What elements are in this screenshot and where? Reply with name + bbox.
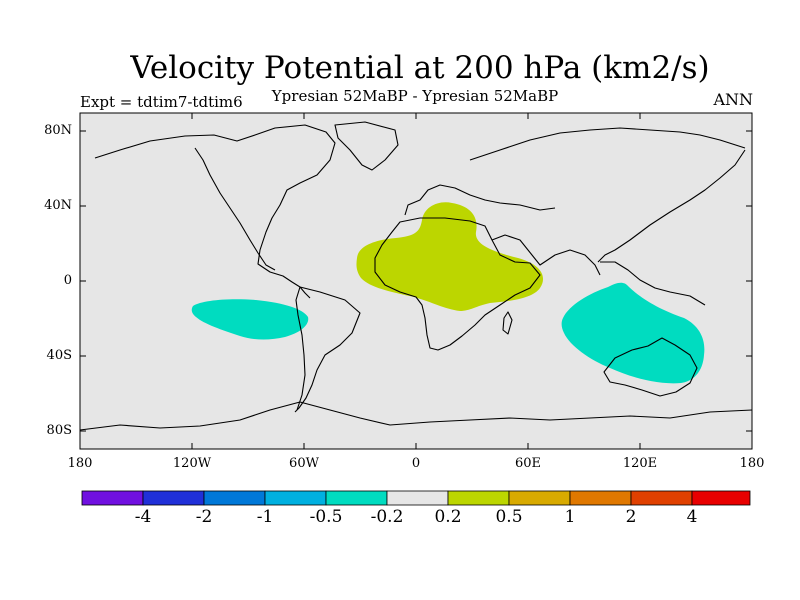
colorbar-swatch [508,490,571,506]
lon-label-180-west: 180 [67,456,93,471]
experiment-label: Expt = tdtim7-tdtim6 [80,93,243,111]
colorbar [81,490,751,506]
coastline-eurasia-north [469,127,746,161]
map-subtitle: Ypresian 52MaBP - Ypresian 52MaBP [271,87,559,105]
coastline-australia [603,337,698,397]
coastline-africa [374,217,541,351]
coastline-south-america-west [295,286,306,411]
colorbar-label: 4 [686,507,698,527]
colorbar-swatch [386,490,449,506]
lat-label-80s: 80S [46,423,72,438]
colorbar-swatch [569,490,632,506]
negative-anomaly-region-pacific [191,299,309,340]
lon-label-180-east: 180 [739,456,765,471]
colorbar-label: 2 [625,507,637,527]
colorbar-label: -2 [195,507,213,527]
colorbar-label: 1 [564,507,576,527]
colorbar-label: -4 [134,507,152,527]
colorbar-label: 0.5 [495,507,523,527]
colorbar-swatch [447,490,510,506]
lat-label-40s: 40S [46,348,72,363]
colorbar-label: -0.5 [309,507,343,527]
coastline-antarctica [79,401,753,431]
colorbar-swatch [691,490,751,506]
colorbar-label: -0.2 [370,507,404,527]
colorbar-label: 0.2 [434,507,462,527]
map-frame [79,112,753,450]
season-label: ANN [713,90,753,109]
lon-label-60e: 60E [514,456,542,471]
lat-label-80n: 80N [44,123,72,138]
coastline-arabia-india [491,234,601,276]
coastline-southeast-asia [600,261,706,306]
colorbar-swatch [264,490,327,506]
map-title: Velocity Potential at 200 hPa (km2/s) [130,50,710,86]
colorbar-label: -1 [256,507,274,527]
lon-label-120w: 120W [172,456,212,471]
lon-label-60w: 60W [289,456,319,471]
coastline-south-america [294,286,361,413]
coastline-madagascar [502,311,513,335]
velocity-potential-fills [191,202,705,384]
lat-label-equator: 0 [63,273,72,288]
lon-label-120e: 120E [622,456,658,471]
positive-anomaly-region-africa [356,202,544,311]
colorbar-swatch [630,490,693,506]
coastline-europe [404,184,556,216]
colorbar-swatch [203,490,266,506]
coastline-north-america [94,124,336,299]
coastline-asia-east [597,149,746,263]
colorbar-swatch [81,490,144,506]
lon-label-0: 0 [411,456,421,471]
coastlines [79,121,753,431]
colorbar-swatch [325,490,388,506]
colorbar-swatch [142,490,205,506]
lat-label-40n: 40N [44,198,72,213]
coastline-north-america-west [194,147,276,271]
negative-anomaly-region-indian-ocean [561,282,705,384]
coastline-greenland [334,121,399,171]
